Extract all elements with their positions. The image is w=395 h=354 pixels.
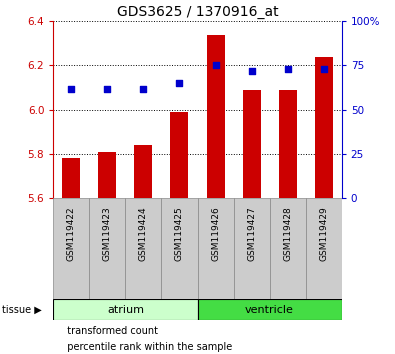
Bar [243,90,261,198]
Point [140,86,147,91]
Text: GSM119423: GSM119423 [103,206,112,261]
Text: tissue ▶: tissue ▶ [2,305,42,315]
Point [176,80,182,86]
Bar [126,198,162,299]
Text: ventricle: ventricle [245,305,294,315]
Text: atrium: atrium [107,305,144,315]
Bar [315,57,333,198]
Title: GDS3625 / 1370916_at: GDS3625 / 1370916_at [117,5,278,19]
Bar [98,152,117,198]
Bar [198,299,342,320]
Bar [198,198,233,299]
Point [213,63,219,68]
Point [320,66,327,72]
Bar [162,198,198,299]
Text: GSM119426: GSM119426 [211,206,220,261]
Point [68,86,75,91]
Bar [89,198,126,299]
Point [104,86,111,91]
Text: GSM119427: GSM119427 [247,206,256,261]
Bar [53,198,89,299]
Bar [207,35,224,198]
Bar [134,145,152,198]
Bar [270,198,306,299]
Bar [306,198,342,299]
Text: GSM119422: GSM119422 [67,206,76,261]
Text: GSM119428: GSM119428 [283,206,292,261]
Text: percentile rank within the sample: percentile rank within the sample [61,342,233,352]
Bar [62,158,80,198]
Bar [233,198,270,299]
Point [248,68,255,74]
Point [284,66,291,72]
Bar [53,299,198,320]
Text: GSM119424: GSM119424 [139,206,148,261]
Text: GSM119425: GSM119425 [175,206,184,261]
Text: transformed count: transformed count [61,326,158,336]
Bar [278,90,297,198]
Bar [171,112,188,198]
Text: GSM119429: GSM119429 [319,206,328,261]
